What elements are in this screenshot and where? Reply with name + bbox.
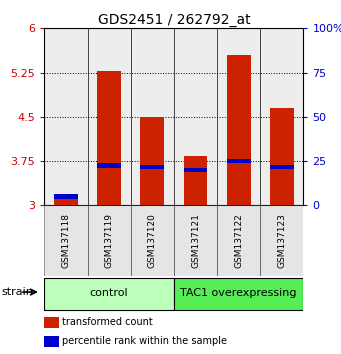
Text: GSM137120: GSM137120: [148, 213, 157, 268]
Text: GSM137118: GSM137118: [61, 213, 71, 268]
Bar: [217, 205, 260, 276]
Bar: [54, 199, 78, 205]
Bar: [88, 28, 131, 205]
Text: transformed count: transformed count: [62, 317, 153, 327]
Bar: [184, 167, 207, 172]
Bar: [131, 205, 174, 276]
Bar: [174, 28, 217, 205]
Title: GDS2451 / 262792_at: GDS2451 / 262792_at: [98, 13, 250, 27]
Bar: [260, 205, 303, 276]
Text: percentile rank within the sample: percentile rank within the sample: [62, 336, 227, 346]
Bar: [270, 165, 294, 169]
Bar: [184, 156, 207, 205]
Bar: [140, 165, 164, 169]
Bar: [44, 317, 59, 328]
Bar: [174, 278, 303, 310]
Bar: [270, 108, 294, 205]
Bar: [44, 278, 174, 310]
Text: TAC1 overexpressing: TAC1 overexpressing: [180, 288, 297, 298]
Text: control: control: [90, 288, 129, 298]
Bar: [97, 163, 121, 167]
Bar: [54, 194, 78, 199]
Bar: [97, 71, 121, 205]
Text: strain: strain: [2, 287, 33, 297]
Text: GSM137123: GSM137123: [277, 213, 286, 268]
Bar: [131, 28, 174, 205]
Bar: [44, 28, 88, 205]
Bar: [174, 205, 217, 276]
Bar: [227, 55, 251, 205]
Bar: [217, 28, 260, 205]
Bar: [44, 336, 59, 347]
Bar: [260, 28, 303, 205]
Bar: [140, 117, 164, 205]
Bar: [44, 205, 88, 276]
Bar: [88, 205, 131, 276]
Text: GSM137119: GSM137119: [105, 213, 114, 268]
Text: GSM137122: GSM137122: [234, 213, 243, 268]
Text: GSM137121: GSM137121: [191, 213, 200, 268]
Bar: [227, 159, 251, 164]
